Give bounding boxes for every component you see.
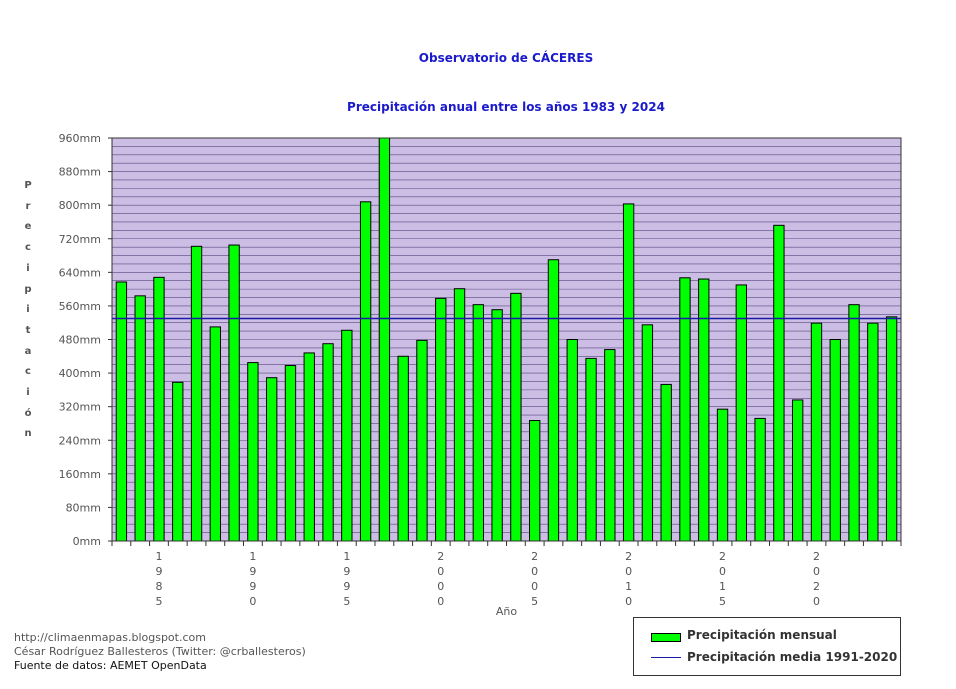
- bar: [491, 309, 503, 542]
- bar: [266, 377, 278, 542]
- bar: [735, 284, 747, 542]
- bar: [303, 352, 315, 542]
- bar: [867, 322, 879, 542]
- bar: [566, 339, 578, 542]
- footer-source: Fuente de datos: AEMET OpenData: [14, 659, 207, 672]
- legend-bar-swatch: [651, 633, 681, 642]
- bar: [660, 383, 672, 542]
- bar: [792, 399, 804, 542]
- bar: [885, 316, 898, 542]
- y-tick-label: 800mm: [59, 199, 101, 212]
- bar: [773, 224, 785, 542]
- bar: [322, 343, 334, 542]
- y-tick-label: 720mm: [59, 233, 101, 246]
- legend-line-label: Precipitación media 1991-2020: [687, 650, 898, 664]
- bar: [115, 281, 128, 542]
- bar: [359, 201, 372, 542]
- y-tick-label: 560mm: [59, 300, 101, 313]
- bar: [228, 244, 240, 542]
- bar: [604, 349, 616, 542]
- chart-legend: Precipitación mensual Precipitación medi…: [633, 617, 901, 676]
- chart-subtitle: Precipitación anual entre los años 1983 …: [347, 100, 665, 114]
- legend-bar-label: Precipitación mensual: [687, 628, 837, 642]
- bar: [341, 329, 353, 542]
- y-tick-label: 160mm: [59, 468, 101, 481]
- bar: [585, 357, 597, 542]
- footer-url: http://climaenmapas.blogspot.com: [14, 631, 206, 644]
- bar: [547, 259, 560, 542]
- legend-line-swatch: [651, 657, 681, 658]
- y-tick-label: 0mm: [73, 535, 101, 548]
- bar: [622, 203, 635, 542]
- bar: [172, 381, 184, 542]
- y-tick-label: 400mm: [59, 367, 101, 380]
- bar: [679, 277, 691, 542]
- bar: [416, 339, 428, 542]
- bar: [754, 417, 766, 542]
- y-tick-label: 480mm: [59, 334, 101, 347]
- bar: [510, 292, 522, 542]
- chart-title: Observatorio de CÁCERES: [418, 51, 594, 65]
- bar: [247, 362, 259, 542]
- bar: [284, 365, 297, 542]
- bar: [641, 324, 654, 542]
- y-tick-label: 960mm: [59, 132, 101, 145]
- y-tick-label: 320mm: [59, 401, 101, 414]
- y-tick-label: 240mm: [59, 434, 101, 447]
- bar: [829, 339, 841, 542]
- bar: [209, 326, 221, 542]
- footer-author: César Rodríguez Ballesteros (Twitter: @c…: [14, 645, 306, 658]
- y-tick-label: 640mm: [59, 266, 101, 279]
- x-axis-label: Año: [496, 605, 517, 618]
- bar: [810, 322, 823, 542]
- bar: [529, 420, 541, 542]
- bar: [716, 408, 729, 542]
- bar: [153, 276, 165, 542]
- bar: [134, 295, 146, 542]
- bar: [397, 355, 409, 542]
- bar: [472, 304, 484, 542]
- y-tick-label: 80mm: [66, 501, 101, 514]
- bar: [848, 304, 860, 542]
- y-tick-label: 880mm: [59, 166, 101, 179]
- bar: [190, 245, 203, 542]
- bar: [435, 297, 447, 542]
- bar: [378, 137, 391, 542]
- bar: [453, 288, 466, 542]
